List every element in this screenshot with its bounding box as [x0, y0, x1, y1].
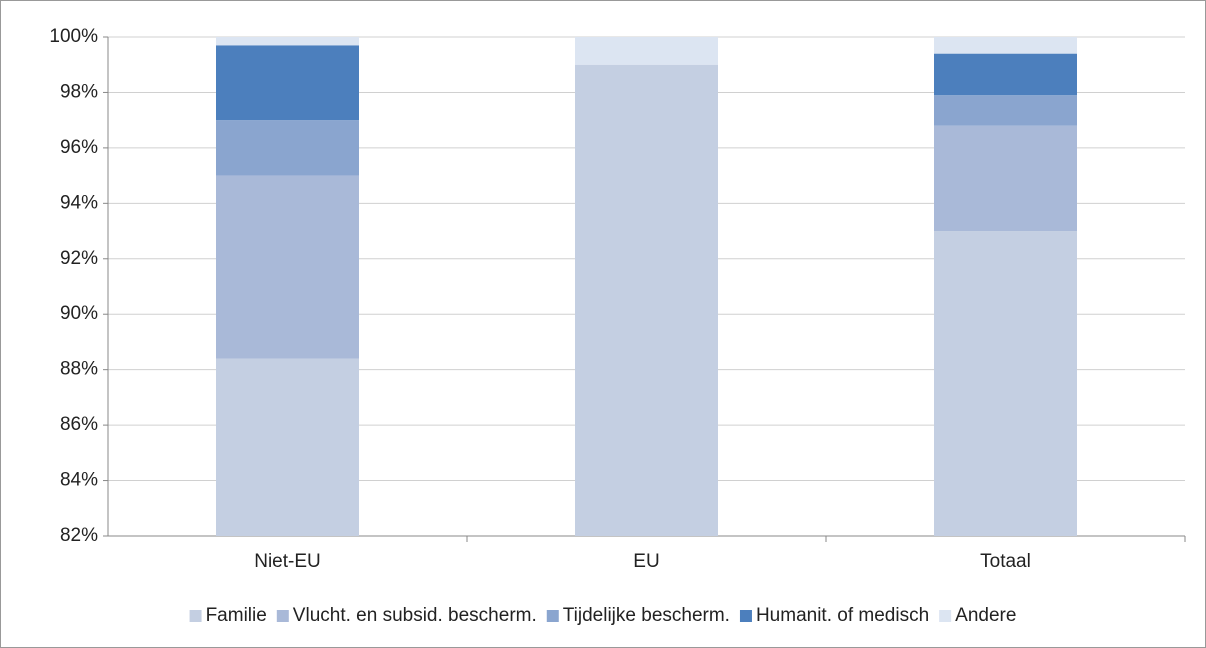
legend-label: Humanit. of medisch — [756, 605, 929, 626]
y-tick-label: 90% — [60, 303, 98, 324]
y-tick-label: 92% — [60, 248, 98, 269]
bar-segment — [934, 95, 1077, 126]
bar-segment — [216, 358, 359, 536]
bar-segment — [216, 120, 359, 176]
legend-swatch — [739, 610, 752, 622]
legend-swatch — [189, 610, 202, 622]
legend-swatch — [276, 610, 289, 622]
y-tick-label: 98% — [60, 81, 98, 102]
x-tick-label: Totaal — [980, 551, 1031, 572]
legend-swatch — [546, 610, 559, 622]
legend-label: Vlucht. en subsid. bescherm. — [293, 605, 537, 626]
bar-segment — [216, 37, 359, 46]
y-tick-label: 86% — [60, 414, 98, 435]
bar-segment — [934, 53, 1077, 96]
legend-swatch — [939, 610, 952, 622]
bar-segment — [934, 37, 1077, 54]
x-tick-label: Niet-EU — [254, 551, 321, 572]
bar-segment — [934, 231, 1077, 537]
bar-segment — [934, 125, 1077, 232]
y-tick-label: 82% — [60, 525, 98, 546]
y-tick-label: 84% — [60, 470, 98, 491]
bar-segment — [216, 45, 359, 121]
x-tick-label: EU — [633, 551, 659, 572]
y-tick-label: 96% — [60, 137, 98, 158]
bar-segment — [575, 37, 718, 65]
bar-segment — [575, 64, 718, 536]
legend-label: Tijdelijke bescherm. — [563, 605, 730, 626]
y-tick-label: 88% — [60, 359, 98, 380]
y-tick-label: 94% — [60, 192, 98, 213]
legend-label: Familie — [206, 605, 267, 626]
y-tick-label: 100% — [49, 26, 98, 47]
legend-label: Andere — [955, 605, 1016, 626]
bar-segment — [216, 175, 359, 359]
